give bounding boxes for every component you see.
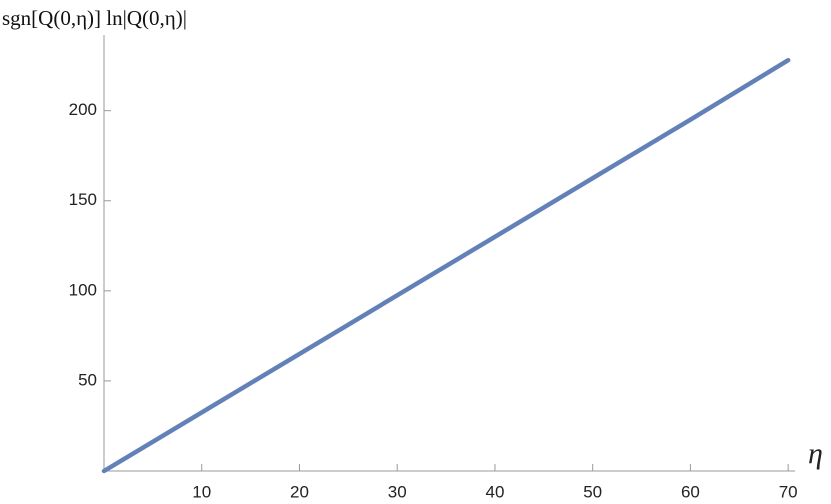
x-axis-label: η [808, 437, 823, 470]
x-tick-label: 60 [681, 482, 700, 501]
y-tick-label: 100 [69, 280, 97, 299]
x-tick-label: 70 [779, 482, 798, 501]
x-tick-label: 50 [583, 482, 602, 501]
y-axis-label: sgn[Q(0,η)] ln|Q(0,η)| [2, 6, 187, 30]
y-tick-label: 200 [69, 100, 97, 119]
y-tick-label: 50 [78, 370, 97, 389]
x-tick-label: 30 [388, 482, 407, 501]
y-tick-label: 150 [69, 190, 97, 209]
data-line [101, 57, 791, 474]
x-tick-label: 10 [192, 482, 211, 501]
x-tick-label: 40 [485, 482, 504, 501]
x-tick-label: 20 [290, 482, 309, 501]
